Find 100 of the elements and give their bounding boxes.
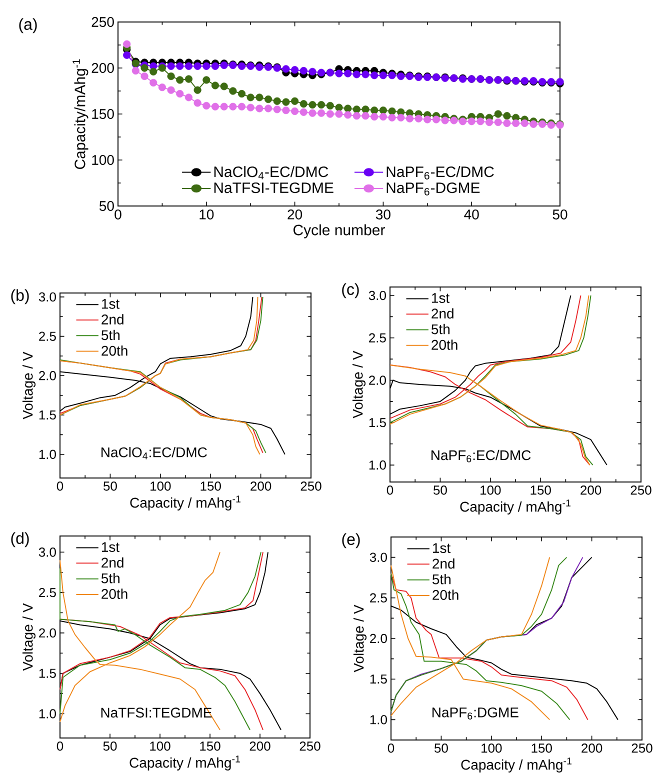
point (176, 76, 184, 84)
point (194, 99, 202, 107)
legend-label: 20th (102, 588, 128, 599)
x-tick-label: 200 (580, 486, 602, 495)
y-tick-label: 1.5 (369, 418, 386, 428)
point (229, 102, 237, 110)
point (362, 106, 370, 114)
point (494, 118, 502, 126)
point (264, 95, 272, 104)
annotation: NaClO$_{4}$:EC/DMC (102, 446, 207, 460)
point (318, 109, 326, 117)
y-tick-label: 3.0 (38, 548, 56, 557)
point (291, 107, 299, 116)
y-axis-title: Capacity/mAhg$^{-1}$ (72, 59, 88, 169)
point (468, 118, 476, 126)
point (229, 87, 237, 95)
legend-label: NaPF$_{6}$-EC/DMC (386, 166, 494, 180)
y-tick-label: 1.0 (369, 460, 386, 470)
text: (e) (342, 533, 360, 548)
legend-label: 20th (102, 345, 128, 356)
point (238, 90, 246, 98)
legend-label: 2nd (432, 558, 454, 569)
point (379, 106, 387, 114)
point (300, 108, 308, 116)
point (176, 90, 184, 98)
x-tick-label: 40 (464, 210, 479, 220)
point (132, 66, 140, 75)
y-tick-label: 2.5 (369, 333, 386, 342)
x-tick-label: 150 (200, 742, 220, 751)
point (184, 94, 193, 102)
y-tick-label: 2.0 (39, 628, 56, 638)
point (308, 100, 316, 109)
y-tick-label: 1.0 (370, 715, 387, 724)
legend-label: 20th (432, 590, 458, 600)
point (352, 112, 360, 120)
legend-label: 1st (432, 293, 450, 303)
point (220, 102, 228, 110)
point (300, 100, 308, 108)
point (344, 70, 352, 78)
y-tick-label: 100 (92, 155, 114, 165)
x-tick-label: 50 (433, 486, 447, 495)
x-tick-label: 20 (288, 210, 302, 220)
point (362, 112, 370, 120)
point (344, 111, 352, 119)
point (282, 98, 290, 106)
x-tick-label: 0 (386, 486, 394, 495)
y-tick-label: 2.0 (370, 634, 387, 644)
legend-label: NaClO$_{4}$-EC/DMC (214, 166, 328, 180)
point (202, 102, 210, 110)
point (246, 104, 254, 112)
y-axis-title: Voltage / V (22, 352, 36, 420)
point (432, 116, 440, 124)
point (282, 106, 290, 114)
point (158, 84, 166, 92)
x-tick-label: 250 (300, 482, 322, 491)
point (167, 72, 175, 80)
point (282, 65, 290, 73)
y-tick-label: 1.5 (370, 674, 387, 684)
legend-label: 20th (432, 340, 458, 350)
point (184, 62, 193, 70)
point (123, 40, 131, 48)
point (211, 102, 220, 110)
point (273, 106, 281, 114)
point (246, 94, 254, 102)
x-tick-label: 250 (300, 742, 320, 751)
point (202, 62, 210, 70)
legend-label: 2nd (102, 314, 124, 324)
point (264, 104, 272, 112)
annotation: NaPF$_{6}$:EC/DMC (432, 450, 531, 462)
x-axis-title: Cycle number (294, 224, 385, 238)
y-tick-label: 1.0 (39, 450, 56, 459)
point (379, 72, 387, 80)
point (273, 97, 281, 105)
legend-label: 5th (101, 572, 120, 584)
point (326, 102, 334, 110)
point (194, 86, 202, 94)
point (520, 119, 528, 127)
x-axis-title: Capacity / mAhg$^{-1}$ (130, 756, 240, 770)
legend-label: NaTFSI-TEGDME (214, 182, 334, 194)
point (300, 66, 308, 75)
point (184, 75, 193, 83)
y-tick-label: 150 (92, 109, 114, 119)
point (388, 107, 396, 116)
y-tick-label: 2.5 (39, 588, 56, 598)
x-tick-label: 0 (114, 210, 122, 220)
point (388, 114, 396, 122)
y-tick-label: 2.0 (369, 376, 386, 385)
point (140, 72, 148, 80)
point (291, 97, 299, 105)
point (150, 68, 158, 76)
line-series (390, 573, 588, 720)
point (123, 51, 131, 59)
x-tick-label: 50 (552, 210, 568, 220)
point (335, 110, 343, 118)
text: (a) (19, 18, 37, 34)
point (318, 100, 326, 109)
legend-label: 1st (102, 299, 120, 309)
point (176, 62, 184, 70)
x-tick-label: 100 (150, 482, 171, 491)
x-axis-title: Capacity / mAhg$^{-1}$ (461, 758, 572, 772)
